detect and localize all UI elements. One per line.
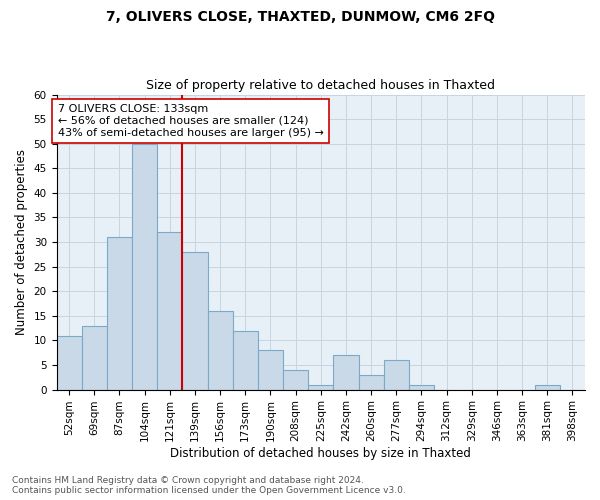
Bar	[56, 336, 82, 390]
Bar	[308, 384, 334, 390]
Bar	[82, 326, 107, 390]
Bar	[535, 384, 560, 390]
Title: Size of property relative to detached houses in Thaxted: Size of property relative to detached ho…	[146, 79, 495, 92]
Bar	[359, 375, 383, 390]
Bar	[383, 360, 409, 390]
Bar	[182, 252, 208, 390]
Bar	[334, 355, 359, 390]
Text: 7, OLIVERS CLOSE, THAXTED, DUNMOW, CM6 2FQ: 7, OLIVERS CLOSE, THAXTED, DUNMOW, CM6 2…	[106, 10, 494, 24]
Bar	[157, 232, 182, 390]
Bar	[283, 370, 308, 390]
Bar	[409, 384, 434, 390]
Bar	[208, 311, 233, 390]
X-axis label: Distribution of detached houses by size in Thaxted: Distribution of detached houses by size …	[170, 447, 471, 460]
Bar	[233, 330, 258, 390]
Bar	[258, 350, 283, 390]
Bar	[107, 237, 132, 390]
Bar	[132, 144, 157, 390]
Y-axis label: Number of detached properties: Number of detached properties	[15, 149, 28, 335]
Text: Contains HM Land Registry data © Crown copyright and database right 2024.
Contai: Contains HM Land Registry data © Crown c…	[12, 476, 406, 495]
Text: 7 OLIVERS CLOSE: 133sqm
← 56% of detached houses are smaller (124)
43% of semi-d: 7 OLIVERS CLOSE: 133sqm ← 56% of detache…	[58, 104, 323, 138]
